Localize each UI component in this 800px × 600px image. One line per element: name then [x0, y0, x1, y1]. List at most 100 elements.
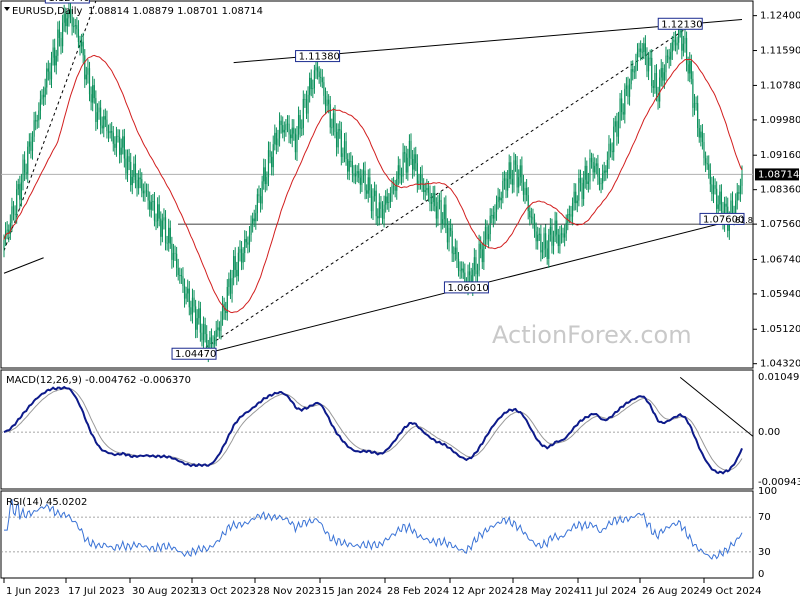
candle-body [489, 215, 491, 235]
candle-body [576, 200, 578, 204]
candle-body [673, 39, 675, 43]
candle-body [253, 218, 255, 222]
candle-body [297, 115, 300, 135]
candle-body [643, 43, 645, 52]
candle-body [385, 196, 387, 205]
candle-body [169, 227, 171, 244]
candle-body [210, 337, 213, 344]
candle-body [98, 107, 100, 113]
candle-body [647, 57, 650, 72]
candle-body [424, 190, 426, 193]
candle-body [6, 229, 8, 231]
candle-body [161, 220, 163, 237]
candle-body [106, 119, 108, 132]
candle-body [288, 123, 290, 135]
candle-body [155, 220, 157, 222]
candle-body [443, 204, 445, 220]
candle-body [423, 184, 425, 193]
candle-body [592, 162, 594, 173]
candle-body [583, 179, 585, 199]
symbol-triangle-icon [4, 7, 10, 11]
candle-body [587, 181, 589, 185]
candle-body [518, 177, 520, 188]
candle-body [448, 227, 450, 243]
candle-body [259, 196, 262, 204]
candle-body [416, 163, 418, 185]
candle-body [342, 153, 344, 157]
x-tick-label: 30 Aug 2023 [132, 586, 196, 597]
trendline-dotted-rise [3, 0, 97, 252]
candle-body [17, 184, 19, 190]
candle-body [562, 233, 564, 238]
candle-body [286, 123, 289, 125]
candle-body [706, 163, 708, 165]
x-tick-label: 17 Jul 2023 [68, 586, 125, 597]
candle-body [285, 124, 287, 130]
candle-body [225, 310, 227, 313]
candle-body [202, 324, 205, 341]
candle-body [3, 239, 5, 249]
candle-body [180, 275, 182, 277]
candle-body [172, 252, 175, 260]
candle-body [250, 223, 252, 235]
candle-body [530, 216, 532, 218]
candle-body [271, 156, 273, 168]
price-label-text: 1.12740 [48, 0, 89, 4]
candle-body [399, 165, 401, 176]
candle-body [481, 249, 483, 263]
candle-body [678, 27, 680, 43]
candle-body [340, 130, 342, 157]
price-y-tick-label: 1.04320 [760, 359, 800, 370]
candle-body [549, 226, 551, 235]
candle-body [427, 187, 430, 193]
candle-body [418, 180, 420, 185]
candle-body [141, 179, 143, 191]
candle-body [27, 146, 29, 174]
candle-body [622, 111, 624, 115]
candle-body [266, 177, 268, 185]
candle-body [524, 187, 526, 195]
price-y-tick-label: 1.05940 [760, 289, 800, 300]
candle-body [546, 248, 548, 259]
candle-body [370, 190, 373, 212]
candle-body [291, 127, 293, 139]
candle-body [221, 303, 224, 321]
candle-body [47, 68, 49, 72]
candle-body [519, 165, 521, 178]
candle-body [456, 247, 458, 259]
candle-body [335, 131, 338, 148]
candle-body [236, 269, 238, 277]
candle-body [682, 43, 685, 51]
candle-body [9, 222, 11, 234]
price-pane [0, 0, 754, 369]
candle-body [635, 61, 637, 72]
candle-body [502, 180, 504, 199]
candle-body [693, 102, 696, 108]
candle-body [299, 115, 301, 129]
candle-body [19, 184, 21, 200]
candle-body [109, 130, 111, 134]
candle-body [324, 95, 327, 106]
candle-body [461, 268, 463, 271]
candle-body [621, 98, 623, 112]
candle-body [139, 177, 141, 180]
candle-body [160, 218, 162, 237]
candle-body [136, 179, 138, 189]
candle-body [440, 200, 442, 224]
candle-body [590, 157, 593, 163]
candle-body [228, 278, 230, 287]
candle-body [704, 158, 707, 164]
candle-body [231, 277, 233, 294]
candle-body [81, 41, 83, 47]
candle-body [36, 120, 38, 122]
candle-body [255, 213, 257, 222]
candle-body [54, 47, 56, 66]
candle-body [476, 270, 479, 275]
candle-body [741, 174, 743, 186]
candle-body [318, 71, 320, 77]
candle-body [537, 234, 539, 242]
candle-body [586, 165, 588, 185]
candle-body [429, 192, 431, 204]
rsi-layer [1, 499, 753, 560]
candle-body [687, 64, 689, 74]
